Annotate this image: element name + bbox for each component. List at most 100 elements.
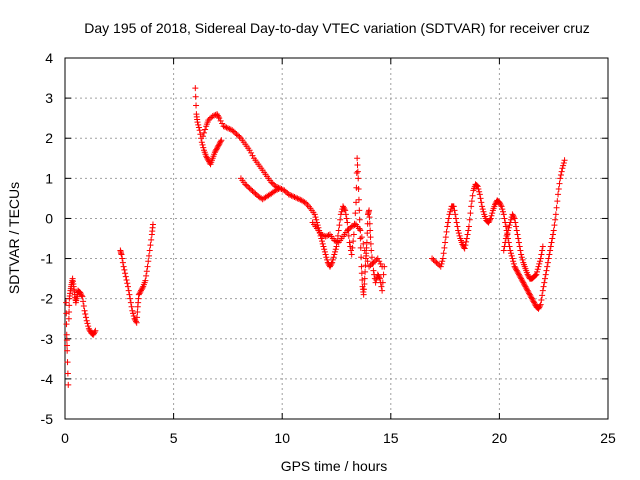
data-point: [194, 119, 201, 126]
data-point: [354, 161, 361, 168]
data-point: [544, 259, 551, 266]
data-point: [232, 129, 239, 136]
data-point: [351, 222, 358, 229]
data-point: [511, 263, 518, 270]
data-point: [444, 223, 451, 230]
y-tick-label: 4: [45, 50, 53, 66]
data-point: [329, 259, 336, 266]
data-point: [64, 359, 71, 366]
data-point: [66, 302, 73, 309]
data-point: [360, 240, 367, 247]
data-point: [480, 208, 487, 215]
data-point: [549, 235, 556, 242]
data-point: [376, 275, 383, 282]
data-point: [477, 195, 484, 202]
data-point: [330, 254, 337, 261]
data-point: [492, 201, 499, 208]
data-point: [139, 284, 146, 291]
x-tick-labels: 0 5 10 15 20 25: [61, 430, 616, 446]
data-point: [379, 279, 386, 286]
data-point: [287, 192, 294, 199]
data-point: [277, 185, 284, 192]
data-point: [196, 127, 203, 134]
data-point: [548, 239, 555, 246]
data-point: [523, 284, 530, 291]
data-point: [132, 318, 139, 325]
data-point: [82, 311, 89, 318]
data-point: [350, 238, 357, 245]
data-point: [324, 232, 331, 239]
data-point: [145, 252, 152, 259]
data-point: [513, 223, 520, 230]
data-point: [246, 185, 253, 192]
grid-lines: [65, 58, 608, 419]
data-point: [504, 230, 511, 237]
data-point: [527, 292, 534, 299]
data-point: [558, 168, 565, 175]
data-point: [555, 191, 562, 198]
data-point: [553, 204, 560, 211]
data-point: [561, 157, 568, 164]
data-point: [229, 127, 236, 134]
data-point: [125, 287, 132, 294]
data-point: [512, 264, 519, 271]
data-point: [334, 238, 341, 245]
data-point: [80, 303, 87, 310]
data-point: [375, 272, 382, 279]
data-point: [367, 234, 374, 241]
data-point: [342, 207, 349, 214]
x-tick-label: 0: [61, 430, 69, 446]
data-point: [78, 292, 85, 299]
data-point: [215, 113, 222, 120]
data-point: [248, 149, 255, 156]
data-point: [292, 194, 299, 201]
data-point: [533, 271, 540, 278]
data-point: [129, 307, 136, 314]
data-point: [539, 292, 546, 299]
data-point: [217, 117, 224, 124]
data-point: [333, 243, 340, 250]
data-point: [442, 239, 449, 246]
data-point: [468, 198, 475, 205]
data-point: [192, 85, 199, 92]
data-point: [512, 219, 519, 226]
data-point: [122, 270, 129, 277]
plot-frame: [64, 57, 609, 420]
data-point: [63, 299, 70, 306]
data-point: [135, 291, 142, 298]
x-axis-label: GPS time / hours: [281, 458, 388, 474]
data-point: [374, 271, 381, 278]
data-point: [282, 188, 289, 195]
data-point: [344, 227, 351, 234]
data-point: [538, 251, 545, 258]
data-point: [511, 215, 518, 222]
data-point: [430, 256, 437, 263]
data-point: [358, 263, 365, 270]
data-point: [340, 203, 347, 210]
data-point: [433, 259, 440, 266]
data-point: [523, 286, 530, 293]
data-point: [281, 187, 288, 194]
data-point: [353, 169, 360, 176]
data-point: [488, 212, 495, 219]
data-point: [325, 232, 332, 239]
data-point: [85, 325, 92, 332]
x-tick-label: 15: [383, 430, 399, 446]
data-point: [463, 235, 470, 242]
data-point: [335, 227, 342, 234]
data-point: [378, 283, 385, 290]
data-point: [510, 214, 517, 221]
data-point: [332, 238, 339, 245]
data-point: [350, 231, 357, 238]
y-tick-labels: -5 -4 -3 -2 -1 0 1 2 3 4: [41, 50, 54, 427]
data-point: [510, 260, 517, 267]
data-point: [507, 247, 514, 254]
data-point: [532, 272, 539, 279]
data-point: [513, 227, 520, 234]
data-point: [496, 199, 503, 206]
data-point: [327, 262, 334, 269]
data-point: [248, 186, 255, 193]
data-point: [127, 299, 134, 306]
data-point: [517, 247, 524, 254]
data-point: [531, 272, 538, 279]
